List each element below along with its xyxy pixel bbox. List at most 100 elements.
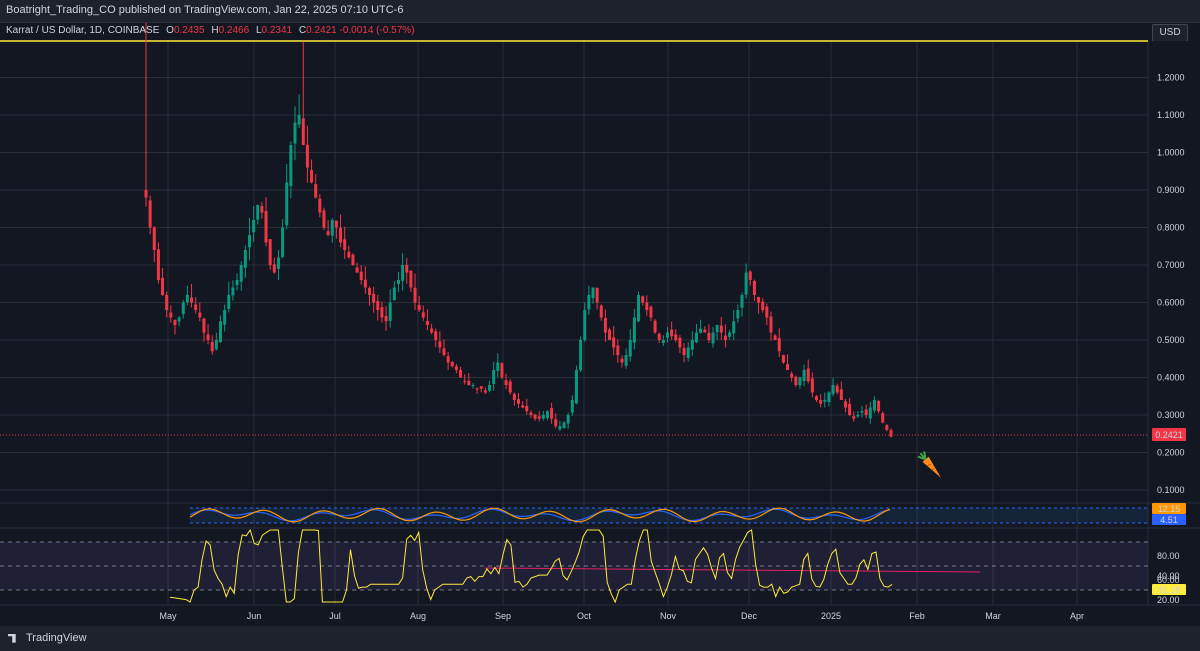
candle-body: [587, 295, 591, 310]
candle-body: [628, 340, 632, 357]
time-axis[interactable]: May Jun Jul Aug Sep Oct Nov Dec 2025 Feb Mar Apr: [159, 611, 1084, 621]
candle-body: [219, 321, 222, 343]
candle-series[interactable]: [144, 22, 893, 438]
candle-body: [156, 249, 160, 280]
candle-body: [529, 412, 533, 415]
candle-body: [608, 329, 612, 340]
candle-body: [786, 364, 790, 370]
candle-body: [632, 317, 636, 343]
stoch-band-fill: [190, 508, 1148, 523]
candle-body: [686, 347, 690, 358]
price-label: 0.1000: [1157, 485, 1185, 495]
symbol-title[interactable]: Karrat / US Dollar, 1D, COINBASE: [6, 25, 160, 36]
candle-body: [723, 335, 727, 340]
candle-body: [703, 329, 707, 333]
candle-body: [268, 239, 272, 265]
candle-body: [757, 296, 761, 303]
candle-body: [359, 271, 363, 280]
candle-body: [450, 361, 454, 367]
candle-body: [318, 198, 322, 213]
candle-body: [616, 345, 620, 355]
stoch-blue-badge-text: 4.51: [1160, 515, 1178, 525]
time-label: Sep: [495, 611, 511, 621]
candle-body: [409, 270, 413, 288]
candle-body: [322, 210, 326, 228]
candle-body: [595, 287, 599, 303]
close-value: 0.2421: [306, 25, 337, 36]
candle-body: [185, 295, 189, 303]
candle-body: [649, 306, 653, 318]
candle-body: [430, 328, 434, 333]
candle-body: [877, 400, 881, 412]
candle-body: [860, 411, 864, 413]
candle-body: [301, 118, 305, 145]
candle-body: [281, 227, 285, 257]
candle-body: [864, 409, 868, 415]
candle-body: [252, 220, 256, 233]
candle-body: [579, 340, 583, 371]
candle-body: [194, 304, 198, 310]
candle-body: [471, 385, 475, 386]
time-label: Mar: [985, 611, 1001, 621]
candle-body: [376, 301, 380, 310]
candle-body: [434, 331, 438, 340]
candle-body: [748, 271, 752, 280]
candle-body: [190, 297, 194, 303]
candle-body: [835, 385, 839, 393]
candle-body: [264, 211, 268, 243]
candle-body: [421, 312, 425, 318]
candle-body: [372, 293, 376, 303]
rsi-pane[interactable]: [0, 528, 1148, 605]
price-axis-labels: 1.2000 1.1000 1.0000 0.9000 0.8000 0.7000 0.60…: [1157, 73, 1185, 496]
price-label: 0.4000: [1157, 373, 1185, 383]
candle-body: [289, 145, 293, 187]
candle-body: [272, 264, 276, 273]
candle-body: [537, 416, 541, 419]
candle-body: [508, 381, 512, 393]
candle-body: [380, 307, 384, 318]
low-value: 0.2341: [261, 25, 293, 36]
candle-body: [425, 321, 429, 325]
stoch-pane[interactable]: [0, 503, 1148, 528]
candle-body: [707, 332, 711, 340]
candle-body: [210, 341, 214, 352]
horizontal-grid: [0, 77, 1148, 491]
candle-body: [769, 316, 773, 333]
candle-body: [343, 239, 347, 250]
rsi-line[interactable]: [169, 528, 893, 604]
candle-body: [872, 400, 876, 411]
price-pane[interactable]: [0, 41, 1148, 503]
candle-body: [641, 296, 645, 303]
price-label: 0.8000: [1157, 223, 1185, 233]
candle-body: [554, 419, 558, 427]
candle-body: [525, 405, 529, 412]
stoch-orange-badge: [1152, 503, 1186, 514]
candle-body: [790, 373, 794, 378]
tradingview-logo[interactable]: TradingView: [8, 632, 87, 644]
price-label: 0.2000: [1157, 448, 1185, 458]
candle-body: [297, 115, 301, 125]
candle-body: [198, 312, 202, 318]
stoch-blue-badge: [1152, 514, 1186, 525]
candle-body: [736, 310, 740, 319]
chart-canvas[interactable]: 1.2000 1.1000 1.0000 0.9000 0.8000 0.7000 0.60…: [0, 0, 1200, 626]
candle-body: [541, 415, 545, 419]
candle-body: [881, 413, 885, 423]
time-label: Jun: [247, 611, 262, 621]
time-label: Oct: [577, 611, 592, 621]
candle-body: [550, 408, 554, 419]
candle-body: [545, 411, 549, 419]
candle-body: [363, 279, 367, 288]
stoch-d-line[interactable]: [189, 507, 891, 523]
candle-body: [314, 184, 318, 198]
candle-body: [699, 328, 703, 333]
rsi-trendline[interactable]: [484, 567, 981, 573]
candle-body: [777, 338, 781, 352]
candle-body: [603, 318, 607, 333]
candle-body: [740, 295, 744, 308]
candle-body: [305, 144, 309, 168]
candle-body: [467, 380, 471, 385]
candle-body: [239, 265, 243, 282]
candle-body: [285, 182, 289, 226]
last-price-badge: [1152, 428, 1186, 441]
